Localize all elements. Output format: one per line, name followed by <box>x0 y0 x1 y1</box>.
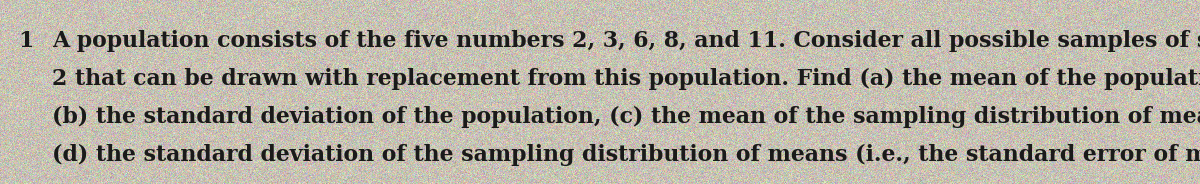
Text: (b) the standard deviation of the population, (c) the mean of the sampling distr: (b) the standard deviation of the popula… <box>52 106 1200 128</box>
Text: 2 that can be drawn with replacement from this population. Find (a) the mean of : 2 that can be drawn with replacement fro… <box>52 68 1200 90</box>
Text: 1: 1 <box>18 30 34 52</box>
Text: A population consists of the five numbers 2, 3, 6, 8, and 11. Consider all possi: A population consists of the five number… <box>52 30 1200 52</box>
Text: (d) the standard deviation of the sampling distribution of means (i.e., the stan: (d) the standard deviation of the sampli… <box>52 144 1200 166</box>
